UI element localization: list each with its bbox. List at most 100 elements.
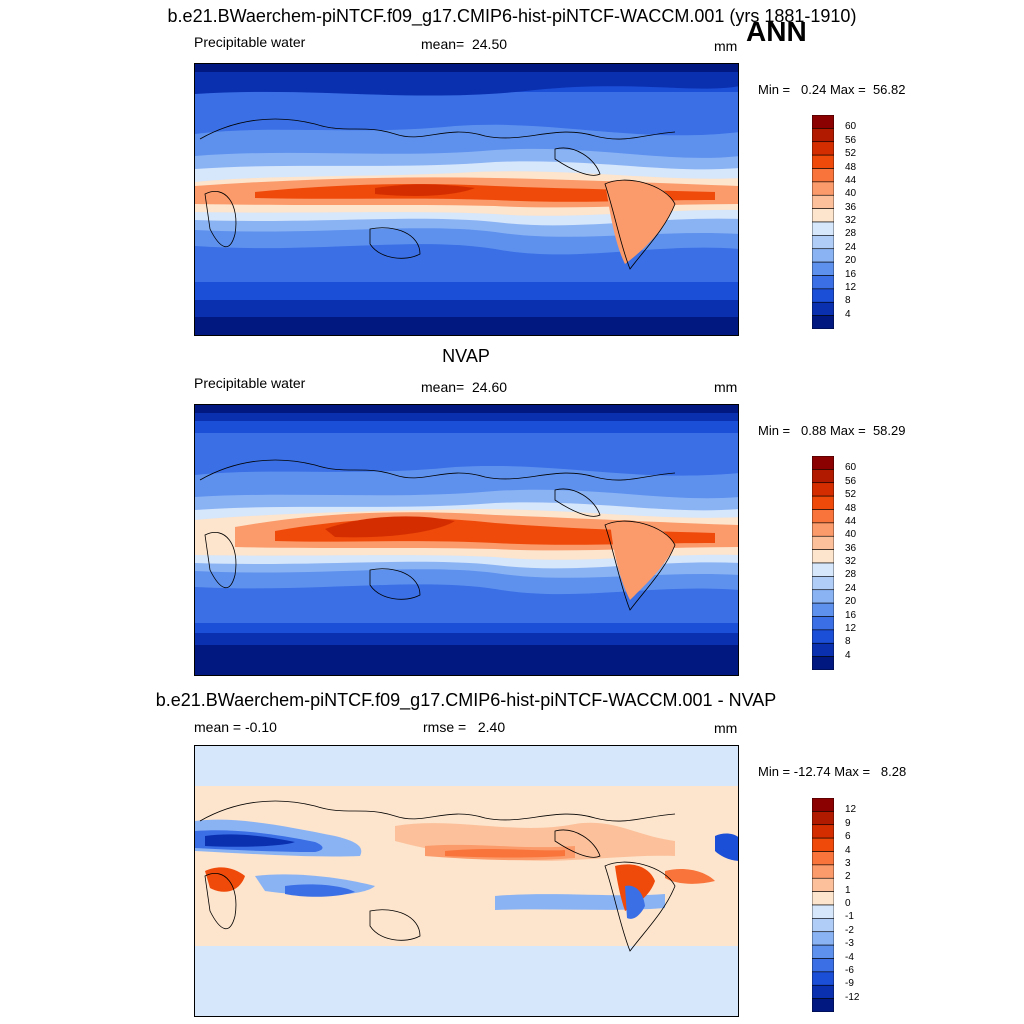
colorbar-swatch [811,275,835,290]
colorbar-tick-label: 60 [845,121,857,133]
colorbar-swatch [811,797,835,812]
colorbar-swatch [811,616,835,631]
colorbar-tick-label: 4 [845,649,851,661]
colorbar-swatch [811,301,835,316]
units-label: mm [714,720,738,736]
colorbar-tick-label: 4 [845,308,851,320]
colorbar-swatch [811,315,835,330]
colorbar-swatch [811,288,835,303]
colorbar-swatch [811,998,835,1013]
colorbar-swatch [811,602,835,617]
colorbar-swatch [811,128,835,143]
colorbar-tick-label: 12 [845,622,857,634]
units-label: mm [714,379,738,395]
colorbar-tick-label: 56 [845,475,857,487]
map-diff [194,745,739,1017]
variable-label: Precipitable water [194,375,306,391]
colorbar-tick-label: 20 [845,255,857,267]
rmse-label: rmse = 2.40 [423,719,506,735]
colorbar-swatch [811,642,835,657]
colorbar-tick-label: 44 [845,515,857,527]
mean-label: mean= 24.50 [421,36,508,52]
colorbar-tick-label: -1 [845,911,854,923]
colorbar-tick-label: 16 [845,268,857,280]
colorbar-tick-label: 28 [845,569,857,581]
colorbar-swatch [811,181,835,196]
colorbar-swatch [811,904,835,919]
colorbar-swatch [811,656,835,671]
colorbar-diff [811,797,835,1013]
colorbar-swatch [811,589,835,604]
colorbar-tick-label: -6 [845,964,854,976]
colorbar-swatch [811,261,835,276]
colorbar-swatch [811,235,835,250]
map-model [194,63,739,336]
colorbar-swatch [811,837,835,852]
min-max-label: Min = -12.74 Max = 8.28 [758,764,907,779]
colorbar-tick-label: 2 [845,871,851,883]
colorbar-tick-label: 24 [845,241,857,253]
colorbar-tick-label: 1 [845,884,851,896]
colorbar-tick-label: 36 [845,542,857,554]
mean-label: mean= 24.60 [421,379,508,395]
min-max-label: Min = 0.24 Max = 56.82 [758,82,906,97]
variable-label: Precipitable water [194,34,306,50]
colorbar-tick-label: 3 [845,857,851,869]
map-obs [194,404,739,676]
colorbar-tick-label: 9 [845,817,851,829]
colorbar-swatch [811,509,835,524]
colorbar-swatch [811,221,835,236]
season-label: ANN [746,16,807,47]
colorbar-tick-label: 12 [845,804,857,816]
colorbar-swatch [811,931,835,946]
min-max-label: Min = 0.88 Max = 58.29 [758,423,906,438]
colorbar-tick-label: 8 [845,295,851,307]
colorbar-swatch [811,549,835,564]
colorbar-swatch [811,984,835,999]
colorbar-swatch [811,944,835,959]
colorbar-obs [811,455,835,671]
colorbar-tick-label: 44 [845,174,857,186]
colorbar-tick-label: -2 [845,924,854,936]
colorbar-swatch [811,168,835,183]
colorbar-tick-label: -9 [845,978,854,990]
colorbar-swatch [811,562,835,577]
colorbar-swatch [811,248,835,263]
units-label: mm [714,38,738,54]
colorbar-swatch [811,522,835,537]
colorbar-model [811,114,835,330]
colorbar-tick-label: 36 [845,201,857,213]
colorbar-swatch [811,851,835,866]
colorbar-swatch [811,154,835,169]
colorbar-swatch [811,811,835,826]
panel-subtitle: b.e21.BWaerchem-piNTCF.f09_g17.CMIP6-his… [155,690,777,710]
colorbar-tick-label: 20 [845,596,857,608]
colorbar-swatch [811,495,835,510]
colorbar-swatch [811,194,835,209]
colorbar-tick-label: 60 [845,462,857,474]
colorbar-swatch [811,208,835,223]
colorbar-swatch [811,469,835,484]
colorbar-swatch [811,629,835,644]
colorbar-swatch [811,891,835,906]
colorbar-tick-label: 28 [845,228,857,240]
colorbar-tick-label: 52 [845,148,857,160]
colorbar-tick-label: 12 [845,281,857,293]
colorbar-tick-label: 0 [845,898,851,909]
colorbar-tick-label: 16 [845,609,857,621]
colorbar-tick-label: 6 [845,831,851,843]
colorbar-tick-label: 32 [845,556,857,567]
colorbar-tick-label: 40 [845,188,857,200]
colorbar-tick-label: 24 [845,582,857,594]
colorbar-swatch [811,141,835,156]
colorbar-swatch [811,918,835,933]
colorbar-tick-label: 8 [845,636,851,648]
colorbar-tick-label: 32 [845,215,857,226]
colorbar-swatch [811,877,835,892]
colorbar-tick-label: 48 [845,502,857,514]
colorbar-tick-label: -4 [845,951,854,963]
colorbar-tick-label: 48 [845,161,857,173]
mean-label: mean = -0.10 [194,719,277,735]
colorbar-swatch [811,576,835,591]
colorbar-swatch [811,864,835,879]
